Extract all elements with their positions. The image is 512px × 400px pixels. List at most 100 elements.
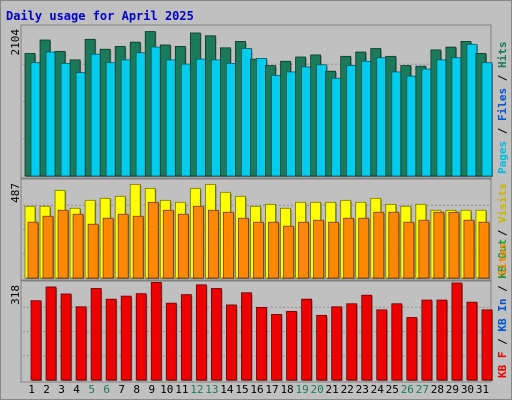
bar-pages-day-11 [180, 63, 192, 177]
x-tick-label: 9 [148, 383, 155, 396]
bar-pages-day-28 [436, 59, 448, 177]
legend-group: Sites / Visits [496, 183, 509, 276]
bar-pages-day-15 [241, 48, 252, 177]
x-tick-label: 17 [265, 383, 278, 396]
bar-pages-day-18 [286, 71, 297, 177]
bar-pages-day-29 [451, 57, 463, 177]
legend-item-hits: Hits [496, 42, 509, 69]
bar-sites-day-8 [132, 215, 144, 279]
bar-sites-day-10 [162, 209, 174, 279]
bar-pages-day-8 [135, 52, 147, 177]
bar-kb-f-day-11 [180, 294, 192, 381]
bar-pages-day-16 [256, 58, 267, 177]
legend-item-files: Files [496, 88, 509, 121]
bar-sites-day-2 [42, 215, 54, 279]
bar-sites-day-30 [463, 219, 475, 279]
bar-sites-day-4 [72, 213, 84, 279]
x-tick-label: 5 [88, 383, 95, 396]
legend-group: KB F / KB In / KB Out [496, 239, 509, 378]
bar-sites-day-17 [268, 221, 279, 279]
x-tick-label: 16 [250, 383, 263, 396]
x-tick-label: 12 [190, 383, 203, 396]
x-tick-label: 15 [235, 383, 248, 396]
bar-kb-f-day-23 [361, 294, 373, 381]
bar-kb-f-day-22 [346, 303, 358, 381]
bar-pages-day-27 [421, 68, 433, 177]
x-tick-label: 27 [416, 383, 429, 396]
bar-sites-day-3 [57, 209, 69, 279]
bar-kb-f-day-16 [256, 307, 267, 381]
x-tick-label: 19 [295, 383, 308, 396]
bar-pages-day-31 [481, 62, 493, 177]
panel-1-max-label: 2104 [9, 29, 22, 56]
x-tick-label: 8 [133, 383, 140, 396]
bar-kb-f-day-4 [75, 306, 87, 381]
x-tick-label: 24 [371, 383, 385, 396]
bar-pages-day-22 [346, 65, 358, 177]
bar-kb-f-day-7 [120, 295, 132, 381]
bar-kb-f-day-2 [45, 286, 57, 381]
x-tick-label: 1 [28, 383, 35, 396]
bar-pages-day-10 [165, 59, 177, 177]
bar-sites-day-13 [207, 209, 219, 279]
bar-pages-day-19 [301, 66, 312, 177]
panel-2-max-label: 487 [9, 183, 22, 203]
x-tick-label: 25 [386, 383, 399, 396]
bar-sites-day-18 [283, 225, 294, 279]
bar-pages-day-21 [331, 77, 343, 177]
bar-kb-f-day-19 [301, 298, 312, 381]
x-tick-label: 26 [401, 383, 414, 396]
bar-pages-day-23 [361, 60, 373, 177]
x-tick-label: 7 [118, 383, 125, 396]
x-tick-label: 6 [103, 383, 110, 396]
legend-item-kb-f: KB F [496, 352, 509, 379]
bar-sites-day-7 [117, 213, 129, 279]
legend-item-kb-out: KB Out [496, 239, 509, 279]
x-tick-label: 23 [356, 383, 369, 396]
bar-sites-day-11 [177, 213, 189, 279]
bar-pages-day-1 [30, 62, 42, 177]
x-tick-label: 4 [73, 383, 80, 396]
bar-sites-day-21 [328, 221, 340, 279]
bar-pages-day-2 [45, 51, 57, 177]
bar-kb-f-day-28 [436, 299, 448, 381]
bar-sites-day-24 [373, 211, 385, 279]
legend-separator: / [496, 68, 509, 88]
legend-separator: / [496, 332, 509, 352]
x-tick-label: 31 [476, 383, 489, 396]
x-tick-label: 18 [280, 383, 293, 396]
x-tick-label: 20 [311, 383, 324, 396]
legend-item-sites: Sites [496, 243, 509, 276]
legend-item-kb-in: KB In [496, 299, 509, 332]
x-tick-label: 11 [175, 383, 188, 396]
bar-sites-day-20 [313, 219, 325, 279]
bar-kb-f-day-10 [165, 302, 177, 381]
bar-sites-day-31 [478, 221, 490, 279]
bar-kb-f-day-18 [286, 310, 297, 381]
bar-kb-f-day-24 [376, 309, 388, 381]
bar-sites-day-16 [253, 221, 264, 279]
bar-pages-day-25 [391, 71, 403, 177]
bar-sites-day-25 [388, 211, 400, 279]
panel-3-max-label: 318 [9, 285, 22, 305]
bar-kb-f-day-26 [406, 317, 418, 381]
bar-sites-day-28 [433, 211, 445, 279]
bar-sites-day-22 [343, 217, 355, 279]
x-tick-label: 28 [431, 383, 444, 396]
bar-kb-f-day-25 [391, 303, 403, 381]
bar-sites-day-12 [192, 205, 204, 279]
bar-sites-day-15 [238, 217, 249, 279]
bar-kb-f-day-30 [466, 301, 478, 381]
bar-sites-day-6 [102, 217, 114, 279]
bar-kb-f-day-15 [241, 292, 252, 381]
bar-pages-day-9 [150, 46, 162, 177]
x-tick-label: 10 [160, 383, 173, 396]
bar-pages-day-20 [316, 64, 328, 177]
bar-pages-day-4 [75, 72, 87, 177]
legend-separator: / [496, 279, 509, 299]
bar-pages-day-3 [60, 63, 72, 177]
legend-item-pages: Pages [496, 141, 509, 174]
bar-sites-day-29 [448, 211, 460, 279]
bar-kb-f-day-8 [135, 293, 147, 381]
bar-kb-f-day-20 [316, 314, 328, 381]
